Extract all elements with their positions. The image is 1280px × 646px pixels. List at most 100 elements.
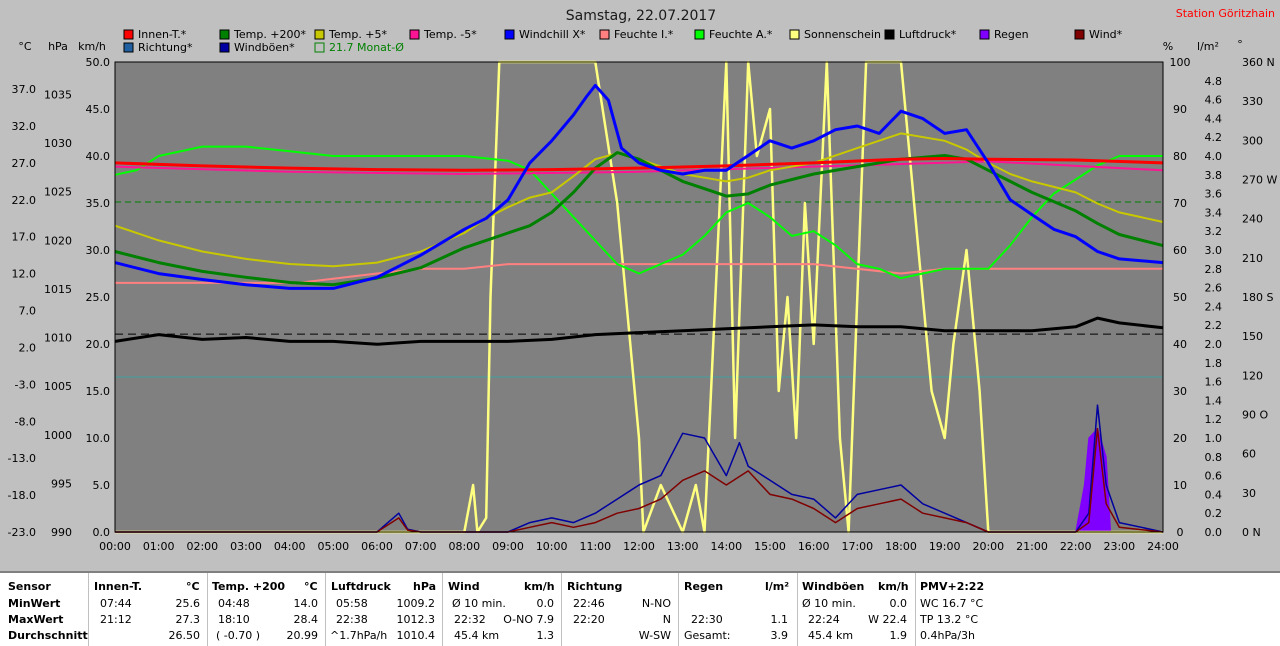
richtung-max-time: 22:20 bbox=[573, 613, 605, 626]
series-luftdruck bbox=[114, 316, 1164, 346]
tick-direction: 330 bbox=[1242, 95, 1263, 108]
axis-label-rain: l/m² bbox=[1197, 40, 1219, 53]
tick-direction: 60 bbox=[1242, 448, 1256, 461]
hdr-temp200-unit: °C bbox=[304, 580, 318, 593]
tick-percent: 10 bbox=[1173, 479, 1187, 492]
hdr-wind-unit: km/h bbox=[524, 580, 555, 593]
legend-swatch bbox=[123, 42, 134, 53]
tick-percent: 40 bbox=[1173, 338, 1187, 351]
tick-rain: 1.2 bbox=[1205, 413, 1223, 426]
tick-hpa: 1020 bbox=[44, 234, 72, 247]
tick-hpa: 1030 bbox=[44, 137, 72, 150]
temp200-avg: 20.99 bbox=[286, 629, 319, 642]
tick-direction: 120 bbox=[1242, 369, 1263, 382]
hdr-luft: Luftdruck bbox=[331, 580, 391, 593]
row-max: MaxWert bbox=[8, 613, 64, 626]
tick-hpa: 1010 bbox=[44, 332, 72, 345]
boeen-min: 0.0 bbox=[889, 597, 908, 610]
tick-rain: 1.4 bbox=[1205, 394, 1223, 407]
tick-time: 23:00 bbox=[1103, 540, 1135, 553]
hdr-sensor: Sensor bbox=[8, 580, 51, 593]
series-feuchte-i bbox=[115, 263, 1163, 284]
tick-celsius: -13.0 bbox=[8, 452, 36, 465]
tick-kmh: 0.0 bbox=[93, 526, 111, 539]
weather-chart: Samstag, 22.07.2017 Station Göritzhain I… bbox=[7, 7, 1278, 553]
hdr-luft-unit: hPa bbox=[413, 580, 437, 593]
wind-avg-label: 45.4 km bbox=[454, 629, 500, 642]
tick-time: 04:00 bbox=[274, 540, 306, 553]
tick-kmh: 5.0 bbox=[93, 479, 111, 492]
axis-label-direction: ° bbox=[1237, 38, 1243, 51]
tick-rain: 3.2 bbox=[1205, 225, 1223, 238]
boeen-min-label: Ø 10 min. bbox=[802, 597, 856, 610]
tick-rain: 2.8 bbox=[1205, 263, 1223, 276]
tick-kmh: 25.0 bbox=[86, 291, 111, 304]
temp200-min-time: 04:48 bbox=[218, 597, 250, 610]
tick-rain: 4.4 bbox=[1205, 112, 1223, 125]
luft-avg-note: ^1.7hPa/h bbox=[330, 629, 388, 642]
tick-rain: 2.6 bbox=[1205, 282, 1223, 295]
regen-avg: 3.9 bbox=[770, 629, 789, 642]
boeen-max: W 22.4 bbox=[868, 613, 907, 626]
tick-time: 15:00 bbox=[754, 540, 786, 553]
tick-kmh: 10.0 bbox=[86, 432, 111, 445]
regen-avg-label: Gesamt: bbox=[684, 629, 731, 642]
hdr-innen-unit: °C bbox=[186, 580, 200, 593]
tick-time: 07:00 bbox=[405, 540, 437, 553]
tick-percent: 0 bbox=[1177, 526, 1184, 539]
tick-celsius: -8.0 bbox=[15, 415, 36, 428]
tick-time: 18:00 bbox=[885, 540, 917, 553]
legend-entry: Windchill X* bbox=[519, 28, 586, 41]
legend-entry: Feuchte I.* bbox=[614, 28, 674, 41]
innen-avg: 26.50 bbox=[168, 629, 201, 642]
series-windchill-x bbox=[114, 83, 1164, 290]
hdr-boeen-unit: km/h bbox=[878, 580, 909, 593]
legend-entry: Sonnenschein bbox=[804, 28, 881, 41]
series-innen-t bbox=[114, 157, 1164, 172]
tick-time: 24:00 bbox=[1147, 540, 1179, 553]
luft-avg: 1010.4 bbox=[396, 629, 436, 642]
tick-direction: 90 O bbox=[1242, 409, 1268, 422]
richtung-min-time: 22:46 bbox=[573, 597, 605, 610]
legend-entry: Luftdruck* bbox=[899, 28, 957, 41]
regen-max: 1.1 bbox=[770, 613, 789, 626]
tick-time: 08:00 bbox=[448, 540, 480, 553]
legend-swatch bbox=[1074, 29, 1085, 40]
temp200-max-time: 18:10 bbox=[218, 613, 250, 626]
tick-time: 10:00 bbox=[536, 540, 568, 553]
legend-swatch bbox=[123, 29, 134, 40]
tick-time: 13:00 bbox=[667, 540, 699, 553]
tick-rain: 4.0 bbox=[1205, 150, 1223, 163]
tick-rain: 4.2 bbox=[1205, 131, 1223, 144]
axis-label-kmh: km/h bbox=[78, 40, 106, 53]
axis-label-percent: % bbox=[1163, 40, 1173, 53]
tick-celsius: 7.0 bbox=[19, 305, 37, 318]
luft-min-time: 05:58 bbox=[336, 597, 368, 610]
tick-time: 06:00 bbox=[361, 540, 393, 553]
tick-percent: 20 bbox=[1173, 432, 1187, 445]
tick-rain: 0.8 bbox=[1205, 451, 1223, 464]
legend-entry: Innen-T.* bbox=[138, 28, 187, 41]
tick-time: 05:00 bbox=[317, 540, 349, 553]
richtung-min: N-NO bbox=[641, 597, 671, 610]
legend-swatch bbox=[884, 29, 895, 40]
legend-entry: Regen bbox=[994, 28, 1029, 41]
tick-direction: 300 bbox=[1242, 134, 1263, 147]
tick-rain: 2.4 bbox=[1205, 300, 1223, 313]
hdr-boeen: Windböen bbox=[802, 580, 865, 593]
pmv-max: TP 13.2 °C bbox=[920, 613, 979, 626]
richtung-avg: W-SW bbox=[638, 629, 671, 642]
legend-swatch bbox=[219, 29, 230, 40]
legend-entry: Richtung* bbox=[138, 41, 193, 54]
wind-max: O-NO 7.9 bbox=[503, 613, 554, 626]
tick-time: 22:00 bbox=[1060, 540, 1092, 553]
tick-kmh: 20.0 bbox=[86, 338, 111, 351]
hdr-innen: Innen-T. bbox=[94, 580, 143, 593]
richtung-max: N bbox=[662, 613, 671, 626]
legend-swatch bbox=[694, 29, 705, 40]
hdr-regen: Regen bbox=[684, 580, 724, 593]
tick-hpa: 1025 bbox=[44, 186, 72, 199]
wind-max-time: 22:32 bbox=[454, 613, 486, 626]
regen-max-time: 22:30 bbox=[691, 613, 723, 626]
pmv-min: WC 16.7 °C bbox=[920, 597, 984, 610]
